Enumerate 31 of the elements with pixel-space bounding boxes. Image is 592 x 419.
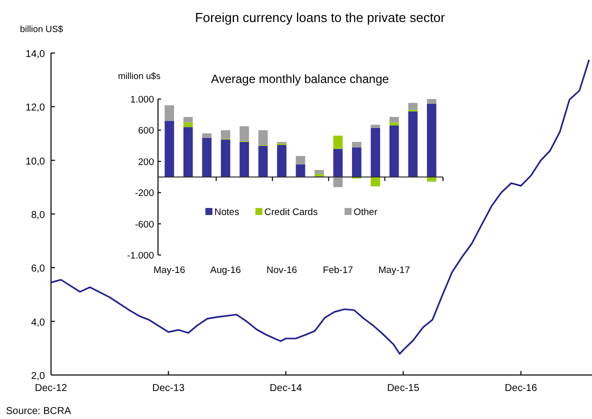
x-tick-label: Nov-16	[266, 265, 298, 276]
chart-title: Foreign currency loans to the private sector	[194, 10, 446, 25]
x-tick-label: May-16	[154, 265, 186, 276]
chart-title: Average monthly balance change	[211, 72, 390, 86]
x-tick-label: Dec-14	[270, 383, 302, 394]
x-tick-label: Feb-17	[322, 265, 354, 276]
y-tick-label: -1.000	[127, 250, 154, 262]
x-tick-label: Dec-15	[387, 383, 420, 394]
y-tick-label: 12,0	[26, 102, 46, 114]
legend-label: Other	[354, 207, 378, 218]
y-tick-label: 14,0	[26, 49, 46, 60]
legend-label: Credit Cards	[264, 207, 318, 218]
x-tick-label: May-17	[378, 265, 410, 276]
y-tick-label: -200	[134, 188, 154, 200]
source-note: Source: BCRA	[6, 406, 72, 417]
x-tick-label: Dec-12	[34, 383, 68, 394]
y-tick-label: 2,0	[31, 371, 46, 382]
y-tick-label: 6,0	[31, 264, 46, 275]
legend-label: Notes	[214, 207, 240, 218]
y-tick-label: 4,0	[31, 317, 46, 328]
y-tick-label: 200	[138, 156, 154, 168]
y-tick-label: 10,0	[26, 156, 46, 168]
y-tick-label: -600	[134, 219, 154, 230]
x-tick-label: Aug-16	[210, 265, 241, 276]
y-tick-label: 600	[138, 126, 154, 137]
x-tick-label: Dec-16	[504, 383, 538, 394]
x-tick-label: Dec-13	[152, 383, 185, 394]
y-axis-title: billion US$	[20, 24, 64, 34]
y-tick-label: 8,0	[31, 210, 46, 221]
y-tick-label: 1.000	[130, 94, 154, 106]
y-axis-title: million u$s	[118, 71, 162, 81]
